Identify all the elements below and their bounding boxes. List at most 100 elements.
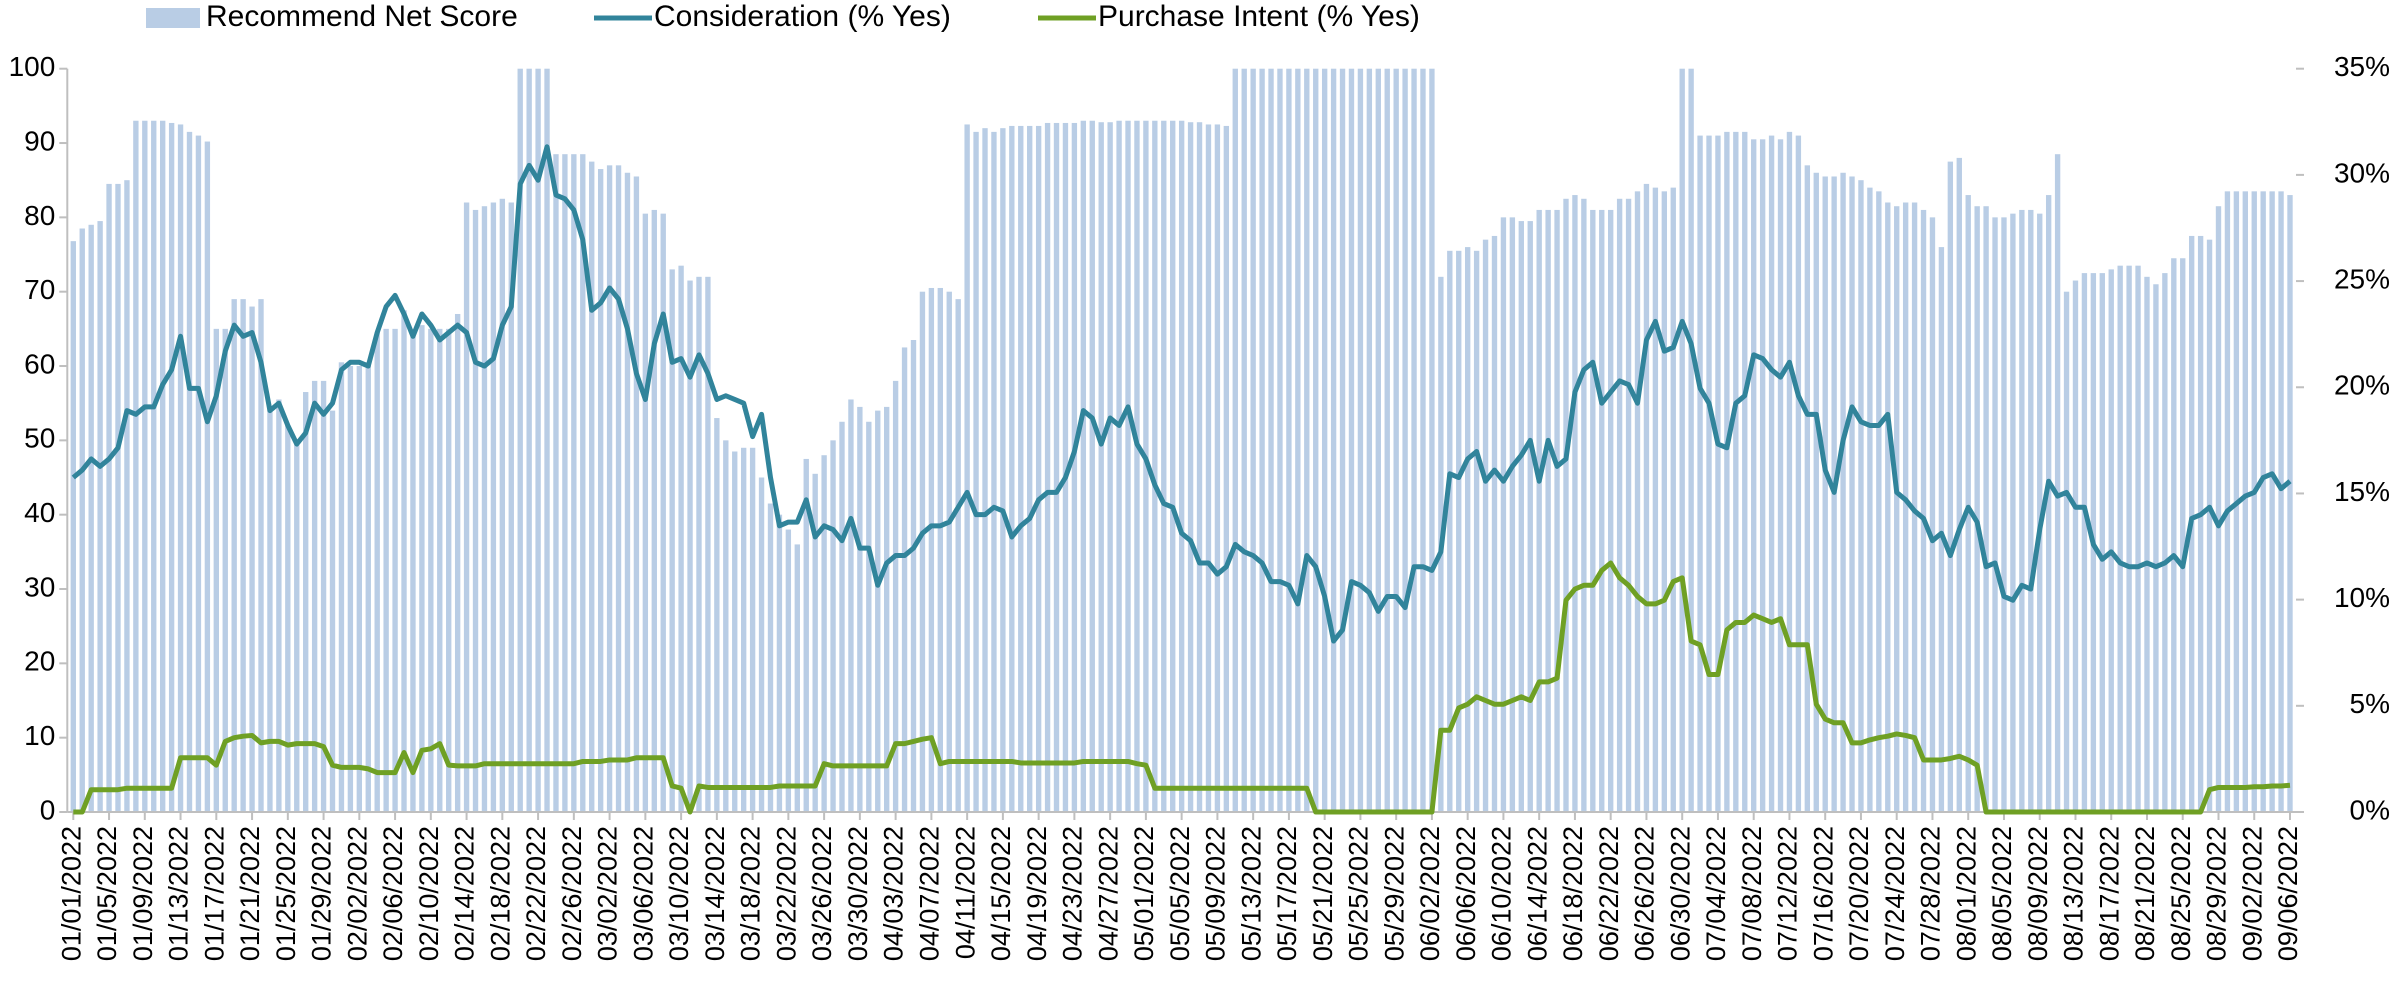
bar (928, 287, 935, 812)
bar (1107, 122, 1113, 813)
bar (1420, 68, 1426, 812)
bar (642, 213, 649, 812)
bar (1384, 68, 1390, 812)
bar (964, 124, 970, 812)
x-tick-label: 08/09/2022 (2023, 826, 2053, 961)
bar (919, 291, 926, 812)
x-tick-label: 01/13/2022 (164, 826, 194, 961)
bar (311, 380, 318, 812)
bar (1938, 247, 1945, 813)
x-tick-label: 04/19/2022 (1022, 826, 1052, 961)
legend-swatch (146, 8, 200, 28)
bar (723, 440, 729, 812)
bar (776, 514, 783, 812)
y2-tick-label: 5% (2350, 688, 2390, 719)
y2-tick-label: 30% (2334, 157, 2390, 188)
x-tick-label: 06/06/2022 (1451, 826, 1481, 961)
bar (571, 154, 577, 812)
bar (329, 410, 336, 812)
y-tick-label: 80 (24, 200, 55, 231)
bar (1536, 209, 1542, 812)
bar (2215, 206, 2222, 812)
bar (1751, 139, 1757, 813)
x-tick-label: 02/10/2022 (414, 826, 444, 961)
bar (901, 347, 908, 812)
bar (1500, 217, 1507, 813)
bar (2072, 280, 2079, 812)
bar (428, 328, 434, 812)
bar (1625, 198, 1632, 813)
bar (1080, 120, 1087, 812)
bar (535, 68, 541, 812)
bar (678, 265, 684, 812)
x-tick-label: 04/23/2022 (1058, 826, 1088, 961)
bar (1599, 209, 1605, 812)
bar (1313, 68, 1319, 812)
bar (1295, 68, 1301, 812)
bar (490, 202, 497, 812)
bar (740, 447, 747, 812)
bar (2153, 284, 2159, 813)
x-tick-label: 03/30/2022 (843, 826, 873, 961)
bar (410, 336, 416, 812)
x-tick-label: 07/04/2022 (1701, 826, 1731, 961)
bar (240, 299, 246, 812)
bar (294, 440, 300, 812)
y2-tick-label: 15% (2334, 476, 2390, 507)
bar (2081, 273, 2088, 812)
x-tick-label: 03/02/2022 (593, 826, 623, 961)
x-tick-label: 06/02/2022 (1415, 826, 1445, 961)
bar (973, 131, 979, 812)
bar (2224, 191, 2231, 813)
x-tick-label: 07/08/2022 (1737, 826, 1767, 961)
bar (1375, 68, 1381, 812)
bar (758, 477, 765, 812)
x-tick-label: 06/14/2022 (1522, 826, 1552, 961)
bar (446, 328, 452, 812)
bar (705, 276, 711, 813)
x-tick-label: 05/21/2022 (1308, 826, 1338, 961)
bar (1715, 135, 1721, 813)
bar (1894, 206, 1900, 812)
x-tick-label: 04/15/2022 (986, 826, 1016, 961)
x-tick-label: 07/24/2022 (1880, 826, 1910, 961)
bar (1223, 125, 1230, 813)
bar (79, 228, 85, 812)
bar (276, 399, 282, 812)
bar (1786, 131, 1793, 812)
bar (1983, 206, 1989, 812)
bar (285, 425, 291, 812)
x-tick-label: 03/06/2022 (628, 826, 658, 961)
bar (1858, 180, 1864, 812)
bar (338, 362, 345, 812)
bar (481, 206, 488, 812)
bar (875, 410, 881, 812)
x-tick-label: 06/10/2022 (1487, 826, 1517, 961)
bar (1733, 131, 1739, 812)
bar (231, 299, 237, 812)
x-tick-label: 02/06/2022 (378, 826, 408, 961)
bar (1196, 122, 1203, 813)
x-tick-label: 08/05/2022 (1987, 826, 2017, 961)
bar (857, 406, 863, 812)
bar (1411, 68, 1417, 812)
bar (1527, 221, 1533, 812)
bar (526, 68, 532, 812)
bar (1187, 122, 1194, 813)
x-tick-label: 03/26/2022 (807, 826, 837, 961)
y-tick-label: 100 (9, 51, 56, 82)
bar (1920, 209, 1927, 812)
bar (437, 328, 443, 812)
bar (204, 141, 211, 812)
bar (1822, 176, 1828, 812)
bar (1509, 217, 1516, 813)
bar (749, 447, 756, 812)
bar (2260, 191, 2266, 813)
bar (320, 380, 327, 812)
bar (1652, 187, 1659, 813)
x-tick-label: 05/17/2022 (1272, 826, 1302, 961)
bar (2019, 209, 2025, 812)
bar (803, 458, 809, 812)
x-tick-label: 03/14/2022 (700, 826, 730, 961)
bar (660, 213, 666, 812)
